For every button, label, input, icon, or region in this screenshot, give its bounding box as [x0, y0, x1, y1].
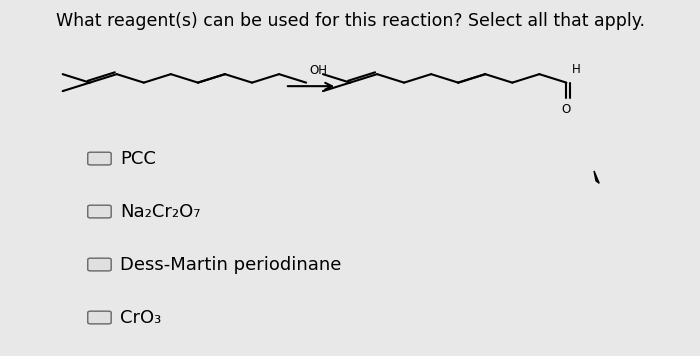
- Text: CrO₃: CrO₃: [120, 309, 162, 326]
- Text: Na₂Cr₂O₇: Na₂Cr₂O₇: [120, 203, 201, 221]
- Text: Dess-Martin periodinane: Dess-Martin periodinane: [120, 256, 342, 273]
- Text: H: H: [572, 63, 580, 76]
- FancyBboxPatch shape: [88, 258, 111, 271]
- Text: O: O: [562, 103, 571, 116]
- Text: OH: OH: [309, 64, 328, 77]
- Polygon shape: [594, 171, 599, 183]
- FancyBboxPatch shape: [88, 205, 111, 218]
- FancyBboxPatch shape: [88, 152, 111, 165]
- FancyBboxPatch shape: [88, 311, 111, 324]
- Text: PCC: PCC: [120, 150, 156, 168]
- Text: What reagent(s) can be used for this reaction? Select all that apply.: What reagent(s) can be used for this rea…: [55, 12, 645, 30]
